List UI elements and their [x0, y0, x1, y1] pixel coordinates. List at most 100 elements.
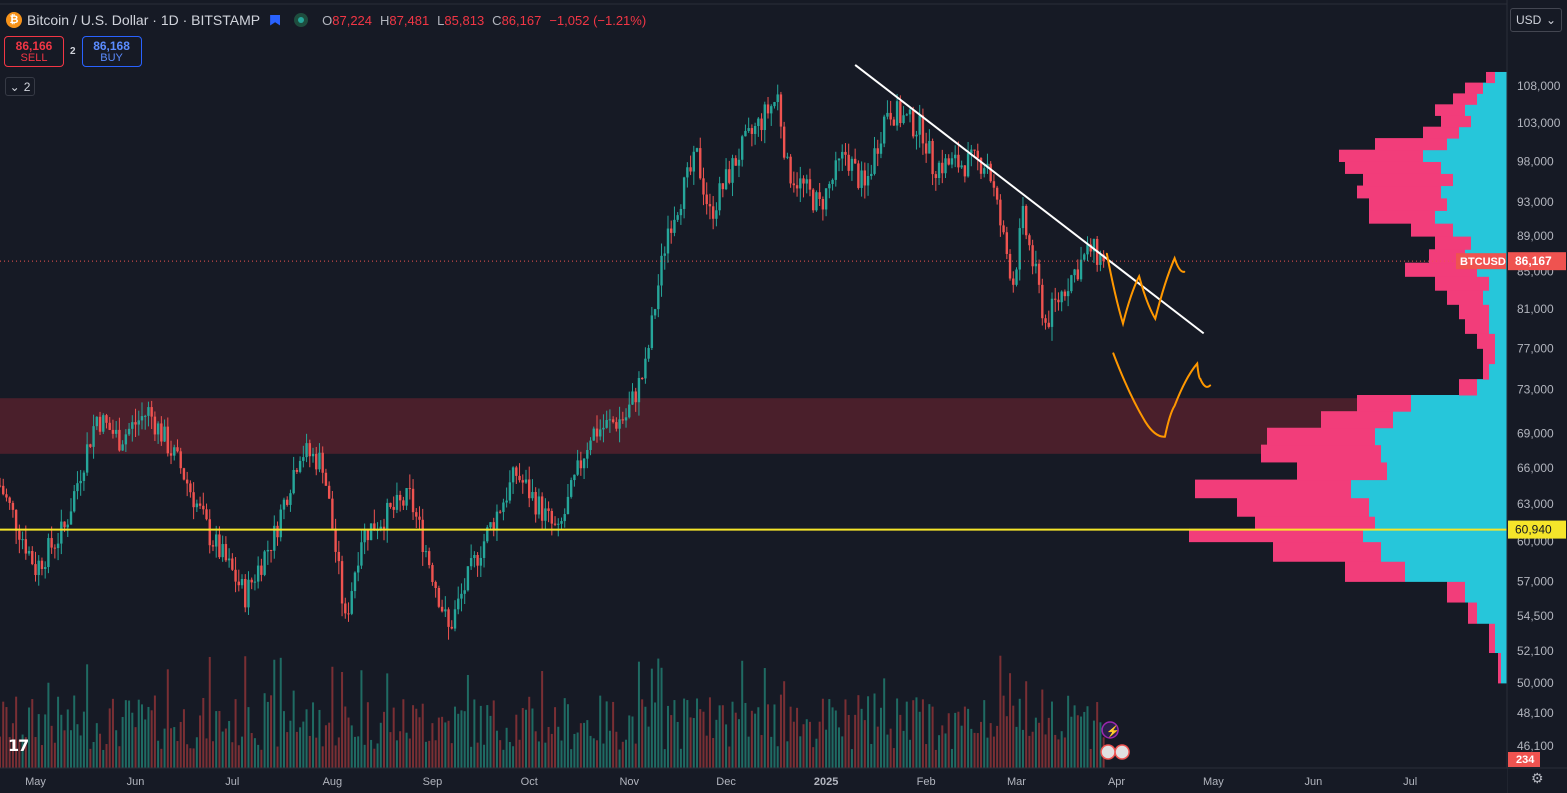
volume-bar — [912, 700, 915, 768]
candle-body — [244, 578, 247, 608]
candle-body — [1076, 269, 1080, 280]
candle-body — [1079, 259, 1083, 280]
candle — [650, 306, 654, 350]
volume-bar — [631, 716, 634, 768]
candle-body — [947, 158, 950, 165]
candle — [637, 371, 641, 416]
currency-select[interactable]: USD ⌄ — [1510, 8, 1562, 32]
orange-path-upper — [1105, 252, 1186, 328]
candle-body — [547, 508, 550, 511]
us-flag-icon — [1114, 744, 1130, 760]
x-tick-label: Jul — [225, 776, 239, 788]
volume-profile-up-bar — [1459, 126, 1507, 139]
lightning-glyph: ⚡ — [1106, 725, 1120, 738]
candle-body — [489, 522, 492, 528]
volume-profile-up-bar — [1411, 394, 1507, 412]
volume-bar — [812, 747, 815, 768]
candle-body — [256, 565, 260, 582]
buy-button[interactable]: 86,168 BUY — [81, 36, 142, 67]
candle — [231, 553, 234, 572]
volume-bar — [847, 714, 850, 768]
candle-body — [1015, 269, 1018, 285]
candle — [279, 504, 282, 542]
volume-bar — [137, 699, 140, 768]
candle-body — [221, 544, 224, 558]
candle — [773, 101, 776, 109]
candle — [963, 164, 967, 183]
high-value: 87,481 — [389, 12, 430, 28]
candle-body — [76, 483, 79, 492]
candle — [640, 377, 644, 380]
volume-bar — [386, 673, 389, 768]
indicators-toggle-button[interactable]: ⌄ 2 — [5, 77, 35, 96]
candle-body — [631, 391, 634, 405]
volume-bar — [424, 741, 427, 768]
volume-bar — [899, 714, 902, 768]
volume-bar — [144, 719, 147, 768]
ohlc-values: O87,224 H87,481 L85,813 C86,167 −1,052 (… — [322, 12, 647, 28]
volume-bar — [318, 709, 321, 768]
volume-profile-down-bar — [1339, 149, 1423, 162]
volume-profile-down-bar — [1435, 276, 1489, 291]
candle — [821, 196, 825, 221]
candle — [502, 498, 505, 521]
y-tick-label: 69,000 — [1517, 426, 1554, 440]
candle — [847, 143, 850, 176]
candle-body — [786, 156, 789, 158]
candle — [311, 447, 315, 463]
candle — [421, 508, 424, 566]
candle-body — [286, 499, 289, 505]
candle-body — [515, 467, 518, 476]
candle-body — [234, 569, 237, 582]
gear-icon[interactable]: ⚙ — [1531, 770, 1544, 786]
candle-body — [2, 485, 5, 495]
candle-body — [108, 422, 111, 430]
flag-icon[interactable] — [270, 14, 281, 26]
candle-body — [624, 417, 628, 421]
symbol-title[interactable]: Bitcoin / U.S. Dollar · 1D · BITSTAMP — [27, 12, 261, 28]
candle-body — [398, 494, 402, 501]
volume-profile-up-bar — [1441, 185, 1507, 199]
volume-bar — [221, 731, 224, 768]
candle-body — [231, 558, 234, 570]
candle-body — [728, 169, 731, 183]
candle — [105, 413, 108, 429]
orange-path-lower — [1112, 352, 1212, 438]
candle-body — [89, 444, 92, 447]
candle — [295, 467, 299, 474]
candle-body — [224, 544, 228, 561]
candle — [482, 533, 486, 568]
candle — [144, 414, 147, 430]
candle — [424, 545, 428, 558]
candle-body — [237, 581, 240, 586]
candle — [789, 154, 792, 188]
volume-profile-up-bar — [1387, 461, 1507, 481]
tradingview-logo[interactable]: 17 — [8, 736, 29, 755]
candle — [853, 148, 857, 164]
volume-bar — [986, 737, 989, 768]
candle — [815, 190, 818, 212]
candle — [724, 158, 728, 191]
volume-bar — [773, 704, 776, 768]
candle-body — [279, 509, 282, 538]
candle-body — [18, 530, 21, 540]
candle — [373, 509, 376, 531]
volume-bar — [1086, 706, 1089, 768]
candle-body — [1073, 269, 1076, 276]
candle — [944, 154, 947, 179]
volume-profile-down-bar — [1435, 236, 1471, 250]
volume-profile-up-bar — [1489, 304, 1507, 320]
volume-bar — [102, 749, 105, 768]
volume-bar — [115, 730, 118, 768]
volume-bar — [11, 723, 14, 768]
candle — [1008, 249, 1012, 281]
volume-profile-up-bar — [1471, 115, 1507, 128]
volume-bar — [508, 741, 511, 768]
volume-bar — [576, 732, 579, 768]
candle-body — [1041, 284, 1044, 319]
sell-button[interactable]: 86,166 SELL — [4, 36, 64, 67]
candle — [43, 561, 47, 579]
volume-bar — [531, 708, 534, 768]
candle-body — [102, 415, 105, 432]
